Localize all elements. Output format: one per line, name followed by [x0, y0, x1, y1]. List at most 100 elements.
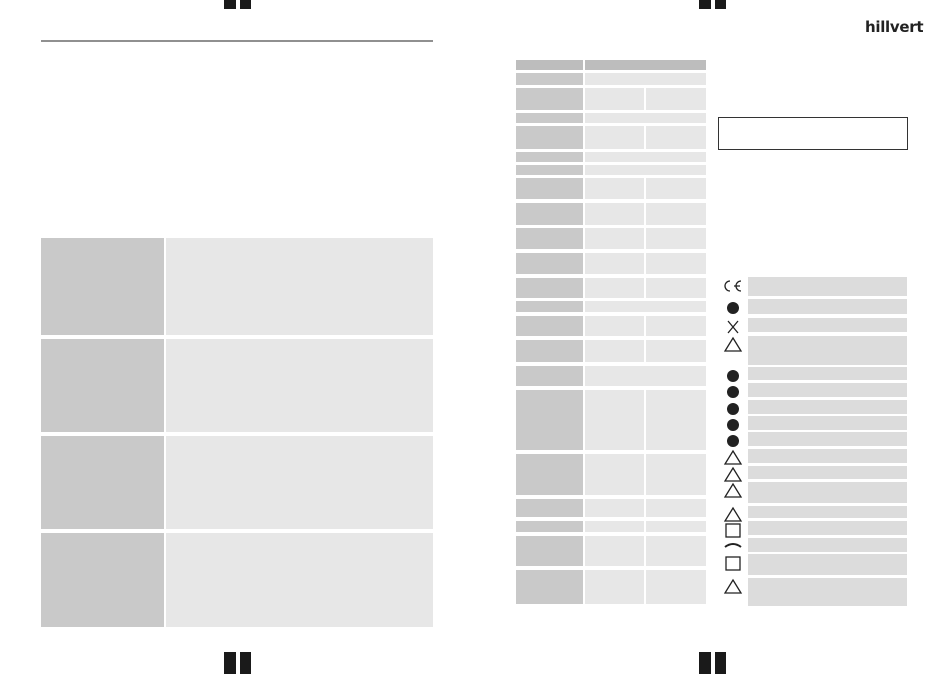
spec-label-cell — [516, 113, 583, 123]
symbol-icon — [723, 578, 743, 594]
symbol-description-cell — [748, 554, 907, 575]
spec-label-cell — [516, 152, 583, 162]
spec-label-cell — [516, 253, 583, 274]
symbol-icon — [725, 556, 741, 571]
spec-label-cell — [516, 278, 583, 298]
symbol-icon — [727, 386, 739, 398]
spec-value-cell — [585, 152, 706, 162]
spec-value-cell — [585, 499, 644, 517]
spec-label-cell — [516, 178, 583, 199]
spec-value-cell — [585, 340, 644, 362]
spec-value-cell — [585, 73, 706, 85]
symbol-description-cell — [748, 538, 907, 552]
spec-value-cell — [585, 203, 644, 225]
symbol-icon — [724, 543, 742, 548]
spec-value-cell — [646, 228, 706, 249]
symbol-icon — [727, 320, 739, 334]
spec-label-cell — [516, 88, 583, 110]
symbol-description-cell — [748, 367, 907, 380]
spec-label-cell — [516, 390, 583, 450]
spec-header-label — [516, 60, 583, 70]
symbol-description-cell — [748, 416, 907, 430]
binding-marks — [224, 0, 726, 674]
spec-label-cell — [516, 570, 583, 604]
symbol-description-cell — [748, 299, 907, 314]
symbol-description-cell — [748, 482, 907, 503]
spec-label-cell — [516, 536, 583, 566]
spec-header-value — [585, 60, 706, 70]
table-text-cell — [166, 339, 433, 432]
spec-label-cell — [516, 499, 583, 517]
spec-label-cell — [516, 521, 583, 532]
table-label-cell — [41, 436, 164, 529]
spec-value-cell — [646, 316, 706, 336]
symbol-icon — [723, 466, 743, 482]
spec-value-cell — [646, 340, 706, 362]
spec-value-cell — [646, 499, 706, 517]
spec-value-cell — [646, 570, 706, 604]
spec-value-cell — [646, 178, 706, 199]
symbol-icon — [727, 403, 739, 415]
spec-value-cell — [646, 454, 706, 495]
symbol-icon — [727, 435, 739, 447]
spec-value-cell — [646, 521, 706, 532]
spec-label-cell — [516, 73, 583, 85]
symbol-description-cell — [748, 466, 907, 479]
spec-value-cell — [585, 228, 644, 249]
symbol-description-cell — [748, 506, 907, 518]
table-label-cell — [41, 339, 164, 432]
spec-value-cell — [585, 454, 644, 495]
note-box — [718, 117, 908, 150]
symbol-icon — [723, 506, 743, 522]
spec-label-cell — [516, 228, 583, 249]
spec-value-cell — [585, 536, 644, 566]
table-label-cell — [41, 238, 164, 335]
table-text-cell — [166, 238, 433, 335]
spec-value-cell — [585, 390, 644, 450]
spec-value-cell — [585, 113, 706, 123]
symbol-description-cell — [748, 432, 907, 446]
symbol-description-cell — [748, 318, 907, 332]
spec-value-cell — [646, 88, 706, 110]
spec-label-cell — [516, 126, 583, 149]
table-label-cell — [41, 533, 164, 627]
spec-value-cell — [646, 203, 706, 225]
symbol-icon — [724, 280, 742, 292]
symbol-description-cell — [748, 336, 907, 365]
spec-value-cell — [585, 570, 644, 604]
symbol-description-cell — [748, 383, 907, 397]
spec-label-cell — [516, 301, 583, 312]
symbol-icon — [727, 419, 739, 431]
spec-label-cell — [516, 203, 583, 225]
spec-label-cell — [516, 340, 583, 362]
table-text-cell — [166, 533, 433, 627]
spec-label-cell — [516, 316, 583, 336]
spec-value-cell — [646, 253, 706, 274]
spec-value-cell — [585, 316, 644, 336]
spec-value-cell — [585, 165, 706, 175]
spec-label-cell — [516, 366, 583, 386]
spec-value-cell — [585, 521, 644, 532]
spec-value-cell — [585, 88, 644, 110]
symbol-icon — [723, 449, 743, 465]
symbol-description-cell — [748, 277, 907, 296]
spec-value-cell — [646, 126, 706, 149]
spec-value-cell — [646, 278, 706, 298]
spec-value-cell — [585, 126, 644, 149]
symbol-description-cell — [748, 578, 907, 606]
symbol-icon — [723, 336, 743, 352]
symbol-description-cell — [748, 449, 907, 463]
table-text-cell — [166, 436, 433, 529]
spec-value-cell — [585, 278, 644, 298]
spec-value-cell — [585, 301, 706, 312]
symbol-icon — [727, 370, 739, 382]
symbol-icon — [723, 482, 743, 498]
spec-value-cell — [646, 536, 706, 566]
spec-value-cell — [585, 366, 706, 386]
symbol-icon — [727, 302, 739, 314]
spec-value-cell — [585, 253, 644, 274]
spec-label-cell — [516, 165, 583, 175]
symbol-description-cell — [748, 521, 907, 535]
